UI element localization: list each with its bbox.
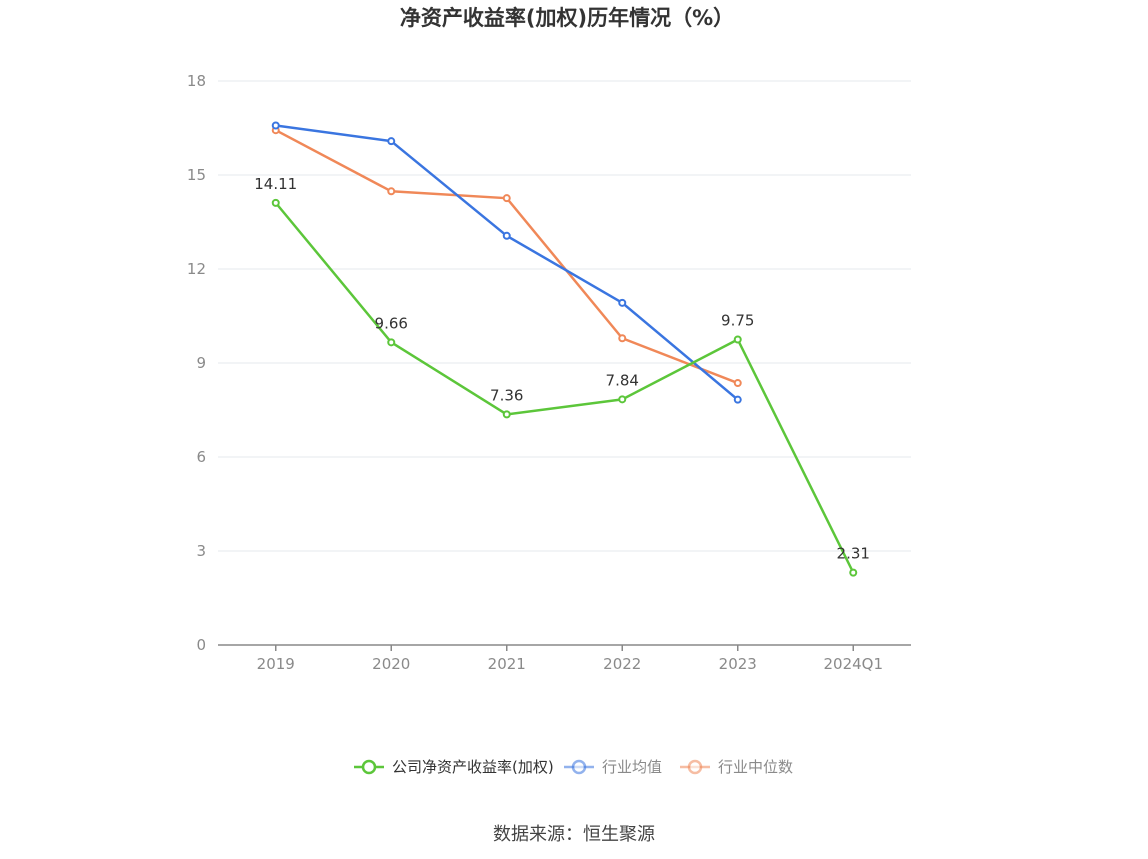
data-point[interactable] xyxy=(733,395,742,404)
legend-item-2[interactable]: 行业中位数 xyxy=(680,758,793,776)
data-label-layer: 14.11 9.66 7.36 7.84 9.75 2.31 xyxy=(254,175,870,563)
legend-item-0[interactable]: 公司净资产收益率(加权) xyxy=(354,758,554,776)
data-label: 7.36 xyxy=(490,386,523,404)
data-label: 14.11 xyxy=(254,175,297,193)
data-point[interactable] xyxy=(849,568,858,577)
series-1 xyxy=(271,121,742,404)
data-label: 9.75 xyxy=(721,312,754,330)
y-tick-label: 15 xyxy=(187,166,206,184)
x-tick-label: 2020 xyxy=(372,655,410,673)
legend-label: 行业均值 xyxy=(602,758,662,776)
data-point[interactable] xyxy=(733,379,742,388)
series-0 xyxy=(271,198,858,577)
y-tick-label: 9 xyxy=(196,354,206,372)
y-tick-label: 18 xyxy=(187,72,206,90)
series-line xyxy=(275,129,739,385)
data-point[interactable] xyxy=(502,410,511,419)
legend[interactable]: 公司净资产收益率(加权) 行业均值 行业中位数 xyxy=(354,758,793,776)
legend-marker xyxy=(361,759,377,775)
x-tick-label: 2019 xyxy=(257,655,295,673)
data-point[interactable] xyxy=(733,335,742,344)
legend-label: 公司净资产收益率(加权) xyxy=(392,758,554,776)
data-point[interactable] xyxy=(271,121,280,130)
series-2 xyxy=(271,126,742,388)
data-point[interactable] xyxy=(387,338,396,347)
series-layer xyxy=(271,121,858,577)
y-tick-label: 12 xyxy=(187,260,206,278)
data-label: 7.84 xyxy=(606,371,639,389)
axis-layer: 0 3 6 9 12 15 18 2019 2020 2021 2022 2023 2024Q1 xyxy=(187,72,911,673)
data-point[interactable] xyxy=(618,298,627,307)
grid-layer xyxy=(218,80,911,552)
x-tick-label: 2023 xyxy=(719,655,757,673)
y-tick-label: 6 xyxy=(196,448,206,466)
data-point[interactable] xyxy=(271,198,280,207)
data-point[interactable] xyxy=(502,194,511,203)
data-point[interactable] xyxy=(618,395,627,404)
x-tick-label: 2024Q1 xyxy=(823,655,883,673)
y-tick-label: 3 xyxy=(196,542,206,560)
data-point[interactable] xyxy=(387,137,396,146)
chart-title: 净资产收益率(加权)历年情况（%） xyxy=(400,6,734,30)
legend-marker xyxy=(571,759,587,775)
data-source-note: 数据来源：恒生聚源 xyxy=(493,824,655,845)
data-label: 2.31 xyxy=(837,545,870,563)
x-tick-label: 2022 xyxy=(603,655,641,673)
data-point[interactable] xyxy=(387,187,396,196)
legend-item-1[interactable]: 行业均值 xyxy=(564,758,662,776)
legend-label: 行业中位数 xyxy=(718,758,793,776)
data-point[interactable] xyxy=(618,334,627,343)
x-tick-label: 2021 xyxy=(488,655,526,673)
y-tick-label: 0 xyxy=(196,636,206,654)
data-label: 9.66 xyxy=(375,314,408,332)
data-point[interactable] xyxy=(502,231,511,240)
series-line xyxy=(274,202,855,574)
legend-marker xyxy=(687,759,703,775)
